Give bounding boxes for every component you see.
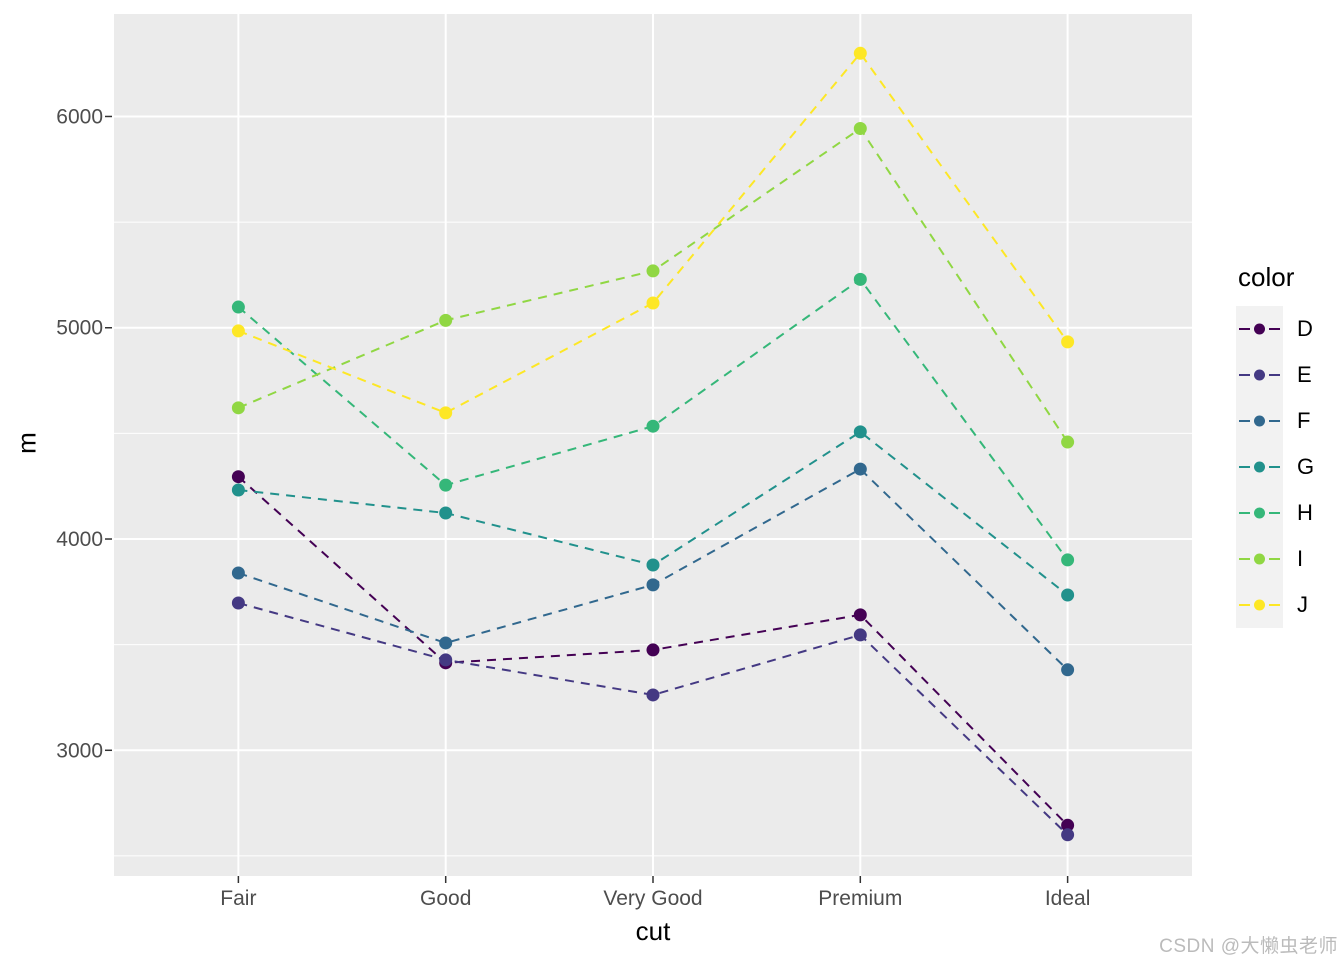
series-J-point-Good [439,406,453,420]
series-I-point-Good [439,313,453,327]
series-J-point-Premium [853,46,867,60]
series-J [231,46,1075,420]
series-I-point-Very Good [646,264,660,278]
y-tick-label-6000: 6000 [56,105,103,128]
series-E [231,596,1075,842]
series-J-point-Fair [231,324,245,338]
legend-key-G [1236,444,1283,490]
series-J-point-Ideal [1061,335,1075,349]
series-I-point-Fair [231,401,245,415]
series-G [231,425,1075,602]
series-I-point-Premium [853,122,867,136]
legend-key-J [1236,582,1283,628]
series-H-point-Good [439,478,453,492]
y-tick-label-4000: 4000 [56,528,103,551]
series-E-point-Very Good [646,688,660,702]
series-H-point-Premium [853,272,867,286]
y-axis-title: m [11,432,42,454]
series-F-point-Fair [231,566,245,580]
legend-label-I: I [1297,546,1304,571]
x-tick-label-Good: Good [420,887,471,910]
legend-entry-F: F [1236,398,1314,444]
legend-key-glyph [1239,369,1280,381]
legend-entry-G: G [1236,444,1314,490]
legend-entry-H: H [1236,490,1314,536]
series-G-point-Good [439,506,453,520]
x-tick-label-Ideal: Ideal [1045,887,1091,910]
series-J-line [238,51,1069,414]
series-H-point-Very Good [646,419,660,433]
series-H-point-Fair [231,300,245,314]
legend-title: color [1238,262,1295,292]
legend-entry-I: I [1236,536,1314,582]
axis-ticks: 3000 4000 5000 6000 Fair Good Very Good Premium… [56,105,1090,910]
legend-key-glyph [1239,461,1280,473]
x-axis-title: cut [635,916,671,946]
watermark: CSDN @大懒虫老师 [1159,936,1338,957]
legend-label-G: G [1297,454,1315,479]
legend-key-H [1236,490,1283,536]
series-F-point-Ideal [1061,663,1075,677]
legend-key-glyph [1239,599,1280,611]
legend-label-H: H [1297,500,1313,525]
legend-key-glyph [1239,415,1280,427]
series-E-point-Ideal [1061,828,1075,842]
series-D-point-Fair [231,470,245,484]
series-E-line [238,602,1069,836]
series-I-point-Ideal [1061,435,1075,449]
series-I [231,122,1075,449]
legend-label-E: E [1297,362,1312,387]
series-F-point-Premium [853,462,867,476]
x-tick-label-Premium: Premium [818,887,902,910]
legend-key-D [1236,306,1283,352]
series-E-point-Premium [853,628,867,642]
series-F [231,462,1075,677]
series-G-point-Ideal [1061,588,1075,602]
series-G-point-Premium [853,425,867,439]
legend-key-I [1236,536,1283,582]
legend-key-glyph [1239,323,1280,335]
y-tick-label-3000: 3000 [56,739,103,762]
series-F-point-Good [439,636,453,650]
legend-entry-E: E [1236,352,1314,398]
series-D-point-Very Good [646,643,660,657]
series-J-point-Very Good [646,296,660,310]
legend-label-D: D [1297,316,1313,341]
legend-key-F [1236,398,1283,444]
series-G-point-Fair [231,483,245,497]
series-E-point-Fair [231,596,245,610]
series-D-point-Premium [853,608,867,622]
legend-label-F: F [1297,408,1311,433]
legend-label-J: J [1297,592,1308,617]
x-tick-label-Very Good: Very Good [603,887,702,910]
x-tick-label-Fair: Fair [220,887,256,910]
legend-key-glyph [1239,553,1280,565]
series-D-point-Ideal [1061,818,1075,832]
legend-key-E [1236,352,1283,398]
y-tick-label-5000: 5000 [56,317,103,340]
legend-entry-J: J [1236,582,1314,628]
grid-major [114,14,1192,876]
series-E-point-Good [439,653,453,667]
series-H [231,272,1075,567]
legend-key-glyph [1239,507,1280,519]
legend-entry-D: D [1236,306,1314,352]
series-H-point-Ideal [1061,553,1075,567]
series-G-point-Very Good [646,558,660,572]
series-F-point-Very Good [646,578,660,592]
